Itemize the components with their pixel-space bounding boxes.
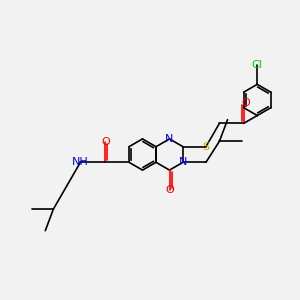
Text: NH: NH — [72, 157, 89, 167]
Text: O: O — [241, 98, 250, 108]
Text: S: S — [202, 142, 209, 152]
Text: N: N — [165, 134, 174, 144]
Text: O: O — [102, 137, 111, 147]
Text: Cl: Cl — [252, 61, 263, 70]
Text: N: N — [179, 157, 187, 167]
Text: O: O — [165, 185, 174, 195]
